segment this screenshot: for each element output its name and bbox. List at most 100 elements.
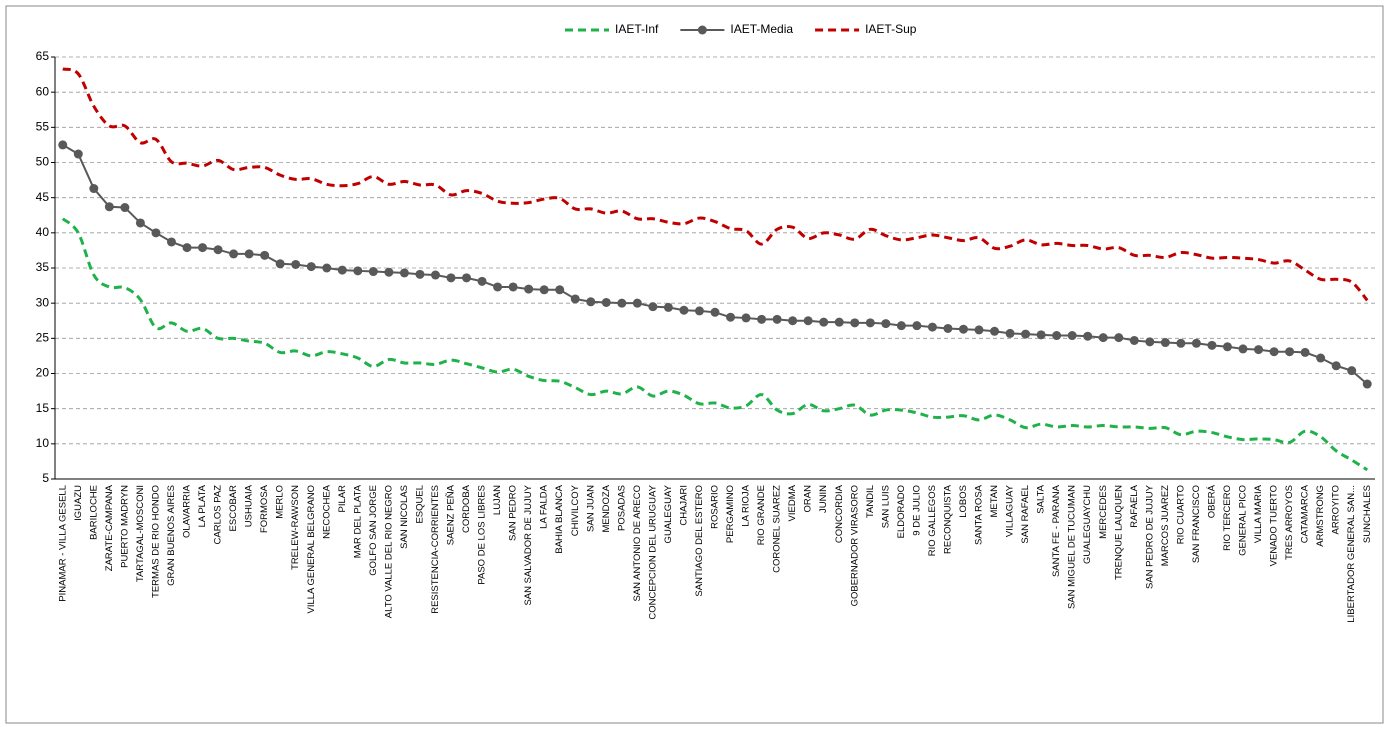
point	[819, 317, 829, 327]
x-tick-label: RECONQUISTA	[942, 484, 953, 554]
y-tick-label: 20	[36, 366, 50, 380]
point	[555, 285, 565, 295]
y-tick-label: 15	[36, 401, 50, 415]
x-tick-label: USHUAIA	[244, 484, 255, 527]
y-tick-label: 10	[36, 436, 50, 450]
point	[244, 249, 254, 259]
x-tick-label: SAN SALVADOR DE JUJUY	[523, 484, 534, 605]
x-tick-label: SANTA ROSA	[974, 484, 985, 545]
point	[881, 319, 891, 329]
x-tick-label: GUALEGUAY	[663, 484, 674, 543]
x-tick-label: LIBERTADOR GENERAL SAN...	[1346, 485, 1357, 623]
x-tick-label: CONCORDIA	[834, 484, 845, 543]
x-tick-label: IGUAZU	[73, 485, 84, 521]
x-tick-label: PILAR	[337, 485, 348, 513]
point	[943, 323, 953, 333]
point	[958, 324, 968, 334]
point	[229, 249, 239, 259]
x-tick-label: SAN MIGUEL DE TUCUMAN	[1067, 485, 1078, 609]
x-tick-label: ROSARIO	[710, 485, 721, 529]
x-tick-label: SAN NICOLAS	[399, 485, 410, 549]
legend-label: IAET-Inf	[615, 22, 659, 36]
x-tick-label: GENERAL PICO	[1238, 485, 1249, 556]
point	[198, 243, 208, 253]
legend-label: IAET-Sup	[865, 22, 917, 36]
point	[1347, 366, 1357, 376]
x-tick-label: CATAMARCA	[1300, 484, 1311, 543]
x-tick-label: OBERÁ	[1206, 484, 1217, 518]
x-tick-label: SAN LUIS	[880, 485, 891, 528]
point	[1036, 330, 1046, 340]
point	[1207, 340, 1217, 350]
point	[322, 263, 332, 273]
x-tick-label: ARROYITO	[1331, 485, 1342, 534]
x-tick-label: VIEDMA	[787, 484, 798, 521]
x-tick-label: CORONEL SUAREZ	[772, 485, 783, 573]
point	[1238, 344, 1248, 354]
point	[1285, 347, 1295, 357]
y-tick-label: 50	[36, 155, 50, 169]
x-tick-label: ALTO VALLE DEL RIO NEGRO	[383, 485, 394, 618]
point	[384, 267, 394, 277]
x-tick-label: MENDOZA	[601, 484, 612, 532]
point	[741, 313, 751, 323]
y-tick-label: 55	[36, 120, 50, 134]
x-tick-label: SALTA	[1036, 484, 1047, 513]
x-tick-label: MERCEDES	[1098, 485, 1109, 539]
x-tick-label: SAN FRANCISCO	[1191, 485, 1202, 563]
x-tick-label: ZARATE-CAMPANA	[104, 484, 115, 571]
point	[1160, 338, 1170, 348]
x-tick-label: POSADAS	[616, 485, 627, 531]
x-tick-label: LUJAN	[492, 485, 503, 515]
point	[104, 202, 114, 212]
point	[120, 203, 130, 213]
x-tick-label: METAN	[989, 485, 1000, 518]
y-tick-label: 5	[42, 471, 49, 485]
x-tick-label: PASO DE LOS LIBRES	[477, 485, 488, 585]
point	[648, 302, 658, 312]
y-tick-label: 35	[36, 260, 50, 274]
point	[493, 282, 503, 292]
x-tick-label: ARMSTRONG	[1315, 485, 1326, 547]
x-tick-label: VILLA MARIA	[1253, 484, 1264, 543]
x-tick-label: RIO TERCERO	[1222, 485, 1233, 551]
y-tick-label: 60	[36, 84, 50, 98]
legend-marker	[697, 25, 707, 35]
y-tick-label: 40	[36, 225, 50, 239]
point	[260, 250, 270, 260]
x-tick-label: ESQUEL	[414, 485, 425, 524]
point	[1300, 347, 1310, 357]
x-tick-label: PUERTO MADRYN	[119, 485, 130, 568]
y-tick-label: 25	[36, 331, 50, 345]
x-tick-label: GRAN BUENOS AIRES	[166, 485, 177, 586]
x-tick-label: TARTAGAL-MOSCONI	[135, 485, 146, 582]
point	[803, 316, 813, 326]
point	[601, 297, 611, 307]
x-tick-label: CONCEPCION DEL URUGUAY	[647, 484, 658, 619]
x-tick-label: MARCOS JUAREZ	[1160, 485, 1171, 566]
x-tick-label: NECOCHEA	[321, 484, 332, 539]
point	[73, 149, 83, 159]
series-line	[61, 217, 1369, 472]
x-tick-label: RIO GRANDE	[756, 485, 767, 545]
x-tick-label: ORAN	[803, 485, 814, 513]
x-tick-label: RIO GALLEGOS	[927, 485, 938, 556]
point	[166, 237, 176, 247]
x-tick-label: GOLFO SAN JORGE	[368, 485, 379, 576]
point	[1145, 337, 1155, 347]
x-tick-label: OLAVARRIA	[182, 484, 193, 538]
x-tick-label: TRELEW-RAWSON	[290, 485, 301, 570]
chart-frame	[5, 5, 1384, 724]
x-tick-label: MERLO	[275, 485, 286, 519]
point	[1362, 379, 1372, 389]
x-tick-label: BAHIA BLANCA	[554, 484, 565, 553]
point	[850, 318, 860, 328]
x-tick-label: SAN PEDRO	[508, 485, 519, 541]
x-tick-label: TRENQUE LAUQUEN	[1113, 485, 1124, 580]
point	[1331, 361, 1341, 371]
x-tick-label: PINAMAR - VILLA GESELL	[57, 485, 68, 602]
x-tick-label: SAN PEDRO DE JUJUY	[1144, 484, 1155, 589]
point	[462, 273, 472, 283]
x-tick-label: RIO CUARTO	[1175, 485, 1186, 544]
